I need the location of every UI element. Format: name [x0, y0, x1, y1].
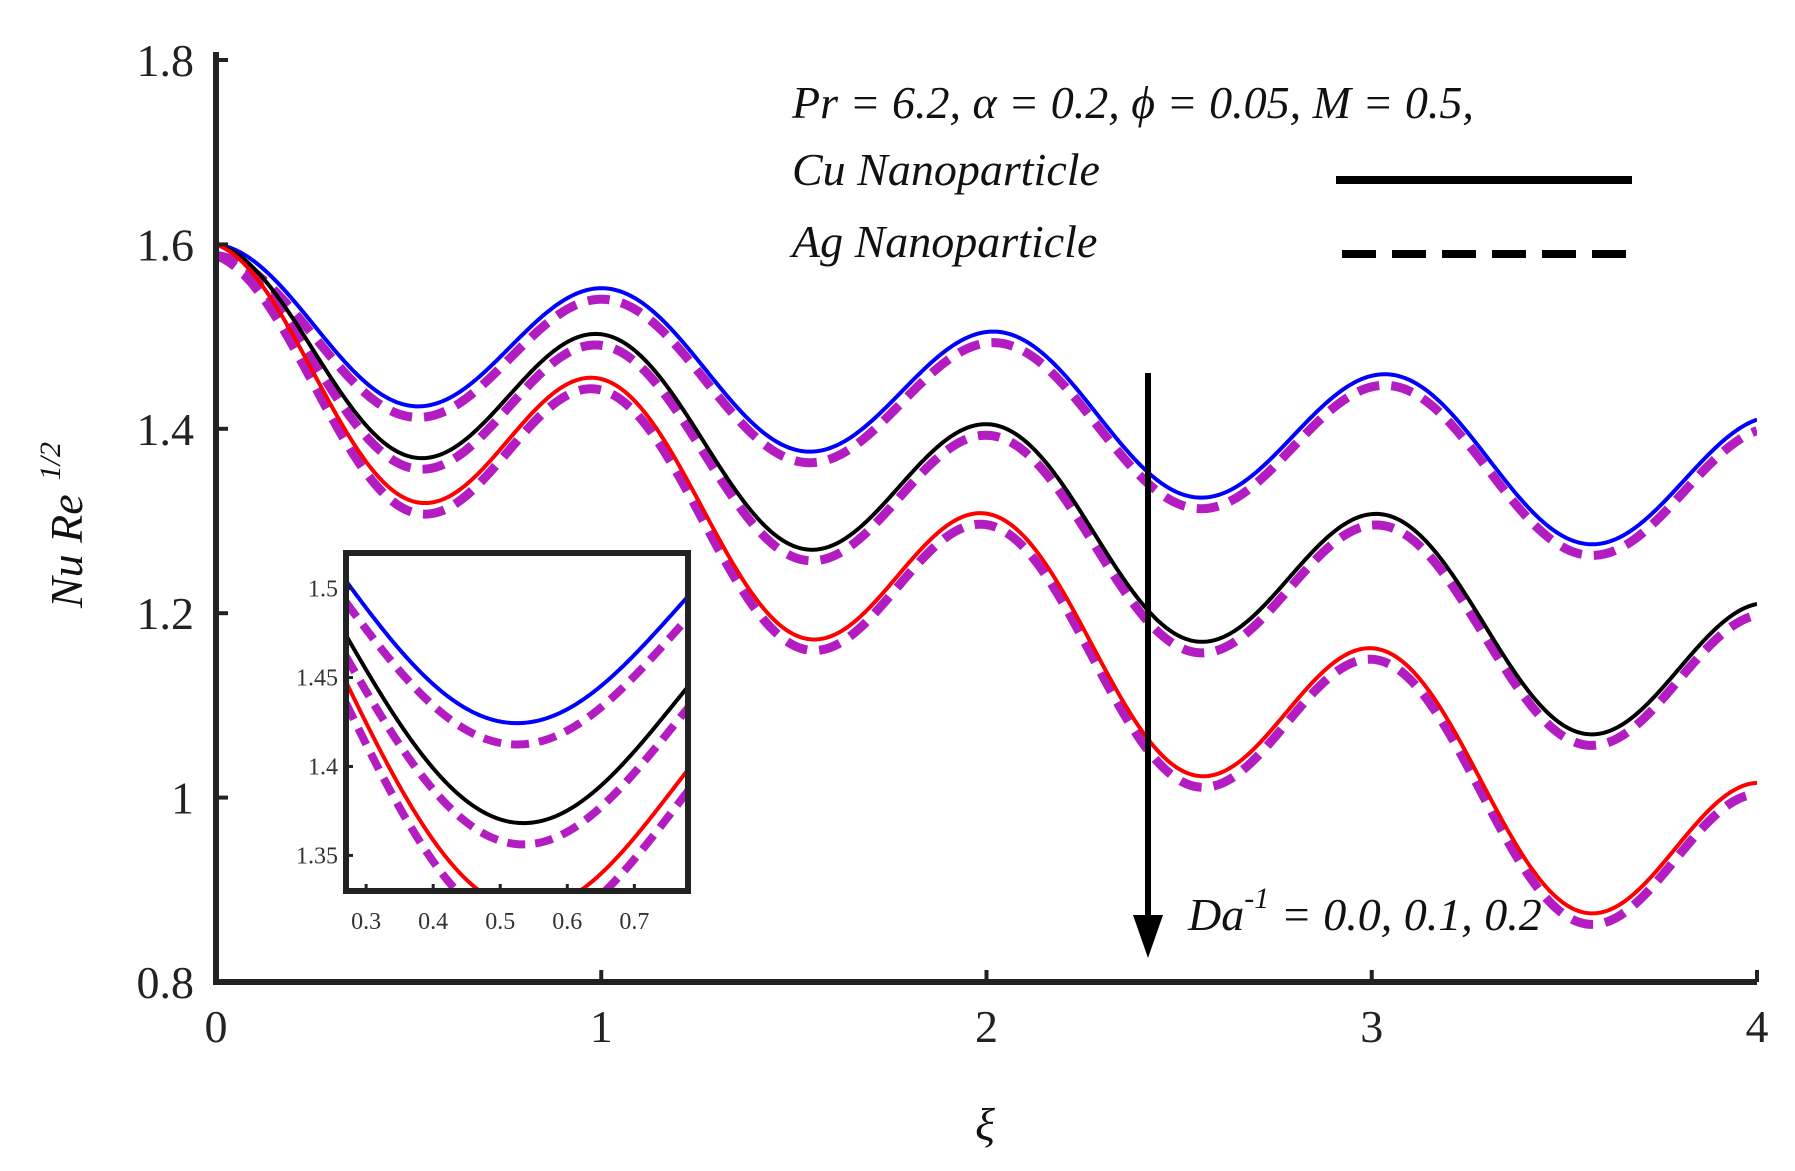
inset-y-tick-label: 1.35 — [296, 843, 338, 869]
y-tick-label: 1 — [171, 773, 194, 824]
series-line-ag-da-0-1 — [216, 251, 1757, 750]
x-tick-label: 4 — [1746, 1001, 1769, 1052]
arrow-label-base: Da — [1187, 889, 1244, 940]
main-ticks: 0 1 2 3 4 0.8 1 1.2 1.4 1.6 1.8 — [137, 35, 1769, 1052]
series-line-ag-da-0 — [216, 251, 1757, 560]
inset-x-tick-label: 0.4 — [418, 909, 448, 935]
x-tick-label: 3 — [1360, 1001, 1383, 1052]
legend: Pr = 6.2, α = 0.2, ϕ = 0.05, M = 0.5, Cu… — [789, 77, 1632, 267]
inset-series-line-cu-da-0-1 — [346, 634, 688, 826]
x-axis-label: ξ — [975, 1099, 995, 1150]
inset-x-tick-label: 0.7 — [619, 909, 649, 935]
inset-y-tick-label: 1.45 — [296, 666, 338, 692]
y-tick-label: 1.2 — [137, 588, 195, 639]
legend-label-ag: Ag Nanoparticle — [789, 216, 1097, 267]
y-tick-label: 1.6 — [137, 219, 195, 270]
inset-plot: 0.3 0.4 0.5 0.6 0.7 1.35 1.4 1.45 1.5 — [296, 550, 691, 935]
arrow-label-exponent: -1 — [1244, 882, 1269, 915]
y-axis-label-exponent: 1/2 — [34, 442, 67, 480]
parameter-text: Pr = 6.2, α = 0.2, ϕ = 0.05, M = 0.5, — [791, 77, 1474, 128]
inset-series-line-ag-da-0-2 — [346, 701, 688, 891]
arrow-label: Da-1 = 0.0, 0.1, 0.2 — [1187, 882, 1542, 940]
y-axis-label: Nu Re 1/2 — [34, 442, 92, 609]
x-tick-label: 2 — [975, 1001, 998, 1052]
x-tick-label: 1 — [590, 1001, 613, 1052]
inset-curves — [346, 579, 688, 891]
inset-series-line-ag-da-0 — [346, 599, 688, 749]
inset-y-tick-label: 1.4 — [308, 754, 338, 780]
inset-series-line-ag-da-0-1 — [346, 654, 688, 849]
trend-arrow — [1133, 373, 1163, 958]
y-tick-label: 0.8 — [137, 957, 195, 1008]
arrow-head — [1133, 915, 1163, 958]
arrow-label-rest: = 0.0, 0.1, 0.2 — [1269, 889, 1542, 940]
legend-label-cu: Cu Nanoparticle — [792, 144, 1100, 195]
inset-ticks: 0.3 0.4 0.5 0.6 0.7 1.35 1.4 1.45 1.5 — [296, 577, 649, 935]
y-tick-label: 1.4 — [137, 404, 195, 455]
series-line-ag-da-0-2 — [216, 251, 1757, 929]
inset-y-tick-label: 1.5 — [308, 577, 338, 603]
y-tick-label: 1.8 — [137, 35, 195, 86]
main-plot-curves — [216, 242, 1757, 929]
series-line-cu-da-0 — [216, 242, 1757, 547]
inset-x-tick-label: 0.5 — [485, 909, 515, 935]
series-line-cu-da-0-1 — [216, 242, 1757, 737]
inset-x-tick-label: 0.6 — [552, 909, 582, 935]
inset-series-line-cu-da-0 — [346, 579, 688, 726]
inset-x-tick-label: 0.3 — [351, 909, 381, 935]
y-axis-label-base: Nu Re — [41, 494, 92, 609]
inset-frame — [343, 550, 691, 894]
inset-series-line-cu-da-0-2 — [346, 680, 688, 891]
x-tick-label: 0 — [205, 1001, 228, 1052]
series-line-cu-da-0-2 — [216, 242, 1757, 916]
